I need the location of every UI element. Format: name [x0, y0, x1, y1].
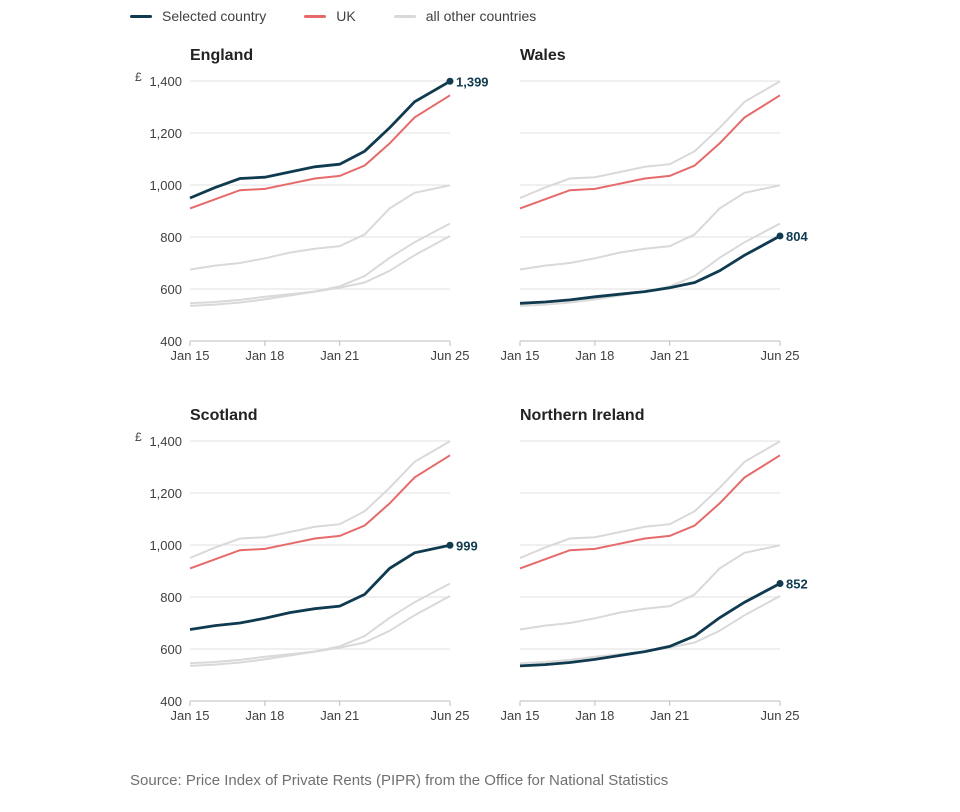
x-tick-label: Jan 18: [245, 708, 284, 723]
series-line-other: [519, 440, 781, 559]
series-line-selected: [189, 80, 451, 200]
end-value-label: 852: [786, 576, 808, 591]
legend-swatch-others: [393, 14, 416, 18]
legend-label-others: all other countries: [425, 8, 537, 24]
x-tick-label: Jan 15: [170, 348, 209, 363]
end-point: [446, 77, 454, 85]
x-tick-label: Jan 18: [245, 348, 284, 363]
legend-label-selected: Selected country: [162, 8, 267, 24]
series-line-selected: [519, 582, 781, 668]
legend-item-uk: UK: [304, 8, 356, 24]
panel-england: England 400 600 800 1,000 1,200 1,400 £ Jan 15 Ja…: [135, 47, 489, 363]
y-tick-label: 1,400: [149, 74, 182, 89]
legend-item-others: all other countries: [393, 8, 537, 24]
panel-wales: Wales Jan 15 Jan 18 Jan 21 Jun 25 804: [500, 47, 808, 363]
x-tick-label: Jan 18: [575, 348, 614, 363]
legend-swatch-selected: [130, 14, 152, 18]
y-tick-label: 1,400: [149, 434, 182, 449]
x-tick-label: Jun 25: [430, 348, 469, 363]
y-tick-label: 400: [160, 694, 182, 709]
panel-northern-ireland: Northern Ireland Jan 15 Jan 18 Jan 21 Jun 25…: [500, 407, 807, 723]
panel-title: Scotland: [190, 407, 258, 424]
x-tick-label: Jun 25: [430, 708, 469, 723]
series-line-other: [189, 595, 451, 665]
end-point: [446, 541, 454, 549]
end-point: [776, 579, 784, 587]
end-value-label: 1,399: [456, 74, 489, 89]
series-line-selected: [519, 234, 781, 305]
series-line-other: [189, 582, 451, 667]
series-line-other: [519, 544, 781, 631]
series-line-selected: [189, 543, 451, 631]
y-tick-label: 800: [160, 230, 182, 245]
y-tick-label: 1,000: [149, 538, 182, 553]
x-tick-label: Jan 18: [575, 708, 614, 723]
y-tick-label: 1,000: [149, 178, 182, 193]
legend-label-uk: UK: [336, 8, 356, 24]
panel-title: Wales: [520, 47, 566, 64]
end-value-label: 999: [456, 538, 478, 553]
series-line-uk: [519, 94, 781, 210]
source-note: Source: Price Index of Private Rents (PI…: [130, 772, 669, 789]
series-line-other: [189, 235, 451, 305]
y-tick-label: 600: [160, 282, 182, 297]
x-tick-label: Jan 15: [500, 708, 539, 723]
series-line-uk: [189, 454, 451, 570]
panel-title: Northern Ireland: [520, 407, 644, 424]
series-line-other: [189, 440, 451, 559]
x-tick-label: Jan 21: [320, 708, 359, 723]
end-point: [776, 232, 784, 240]
panel-scotland: Scotland 400 600 800 1,000 1,200 1,400 £ Jan 15 J…: [135, 407, 478, 723]
end-value-label: 804: [786, 229, 808, 244]
x-tick-label: Jun 25: [760, 708, 799, 723]
x-tick-label: Jan 21: [320, 348, 359, 363]
series-line-other: [519, 184, 781, 271]
series-line-uk: [519, 454, 781, 570]
legend-swatch-uk: [304, 14, 327, 18]
x-tick-label: Jan 21: [650, 348, 689, 363]
series-line-other: [189, 222, 451, 307]
y-tick-label: 1,200: [149, 126, 182, 141]
series-line-other: [189, 184, 451, 271]
legend: Selected country UK all other countries: [130, 8, 536, 24]
y-tick-label: 400: [160, 334, 182, 349]
x-tick-label: Jan 21: [650, 708, 689, 723]
x-tick-label: Jan 15: [170, 708, 209, 723]
panel-title: England: [190, 47, 253, 64]
legend-item-selected: Selected country: [130, 8, 266, 24]
currency-symbol: £: [135, 70, 142, 84]
y-tick-label: 1,200: [149, 486, 182, 501]
x-tick-label: Jun 25: [760, 348, 799, 363]
currency-symbol: £: [135, 430, 142, 444]
series-line-other: [519, 80, 781, 199]
y-tick-label: 800: [160, 590, 182, 605]
y-tick-label: 600: [160, 642, 182, 657]
series-line-uk: [189, 94, 451, 210]
x-tick-label: Jan 15: [500, 348, 539, 363]
